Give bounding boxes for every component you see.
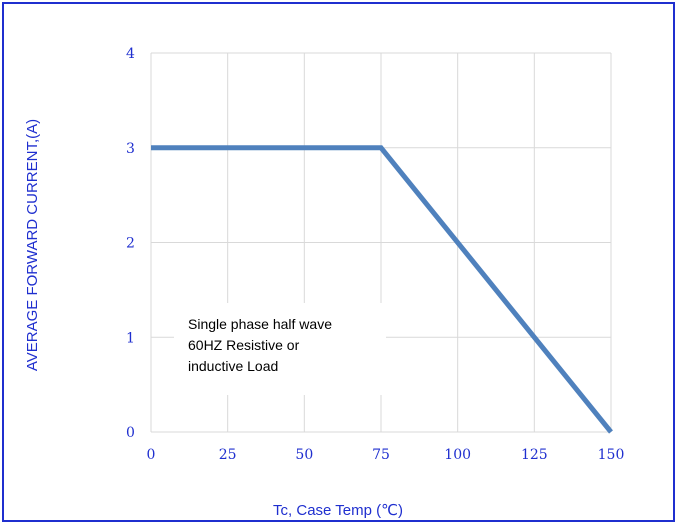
x-tick-labels: 0 25 50 75 100 125 150 <box>147 447 625 463</box>
x-axis-title: Tc, Case Temp (℃) <box>273 502 403 519</box>
series-layer <box>151 145 613 434</box>
y-axis-title: AVERAGE FORWARD CURRENT,(A) <box>24 119 41 371</box>
annotation-line: 60HZ Resistive or <box>188 337 300 353</box>
y-tick-label: 2 <box>126 236 135 252</box>
annotation-line: inductive Load <box>188 358 278 374</box>
y-tick-label: 3 <box>126 141 135 157</box>
x-tick-label: 25 <box>219 447 237 463</box>
y-tick-label: 0 <box>126 425 135 441</box>
chart-frame <box>2 2 675 522</box>
annotation-box <box>174 303 386 395</box>
series-line <box>151 145 613 434</box>
x-tick-label: 0 <box>147 447 156 463</box>
y-tick-labels: 0 1 2 3 4 <box>126 46 135 441</box>
y-tick-label: 1 <box>126 330 135 346</box>
y-tick-label: 4 <box>126 46 135 62</box>
x-tick-label: 50 <box>295 447 313 463</box>
x-tick-label: 75 <box>372 447 390 463</box>
annotation-text: Single phase half wave 60HZ Resistive or i… <box>188 316 332 374</box>
annotation-line: Single phase half wave <box>188 316 332 332</box>
x-tick-label: 125 <box>521 447 548 463</box>
x-tick-label: 100 <box>444 447 471 463</box>
x-tick-label: 150 <box>598 447 625 463</box>
